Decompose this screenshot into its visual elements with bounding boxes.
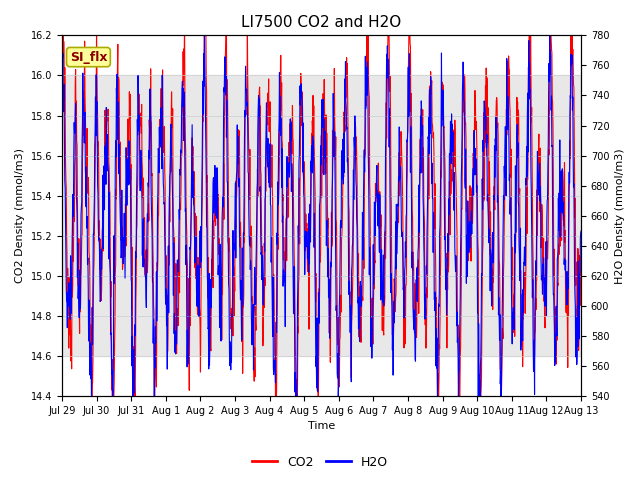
Text: SI_flx: SI_flx — [70, 50, 107, 63]
Y-axis label: H2O Density (mmol/m3): H2O Density (mmol/m3) — [615, 148, 625, 284]
Y-axis label: CO2 Density (mmol/m3): CO2 Density (mmol/m3) — [15, 148, 25, 283]
Legend: CO2, H2O: CO2, H2O — [247, 451, 393, 474]
Title: LI7500 CO2 and H2O: LI7500 CO2 and H2O — [241, 15, 402, 30]
Bar — [62, 75, 581, 356]
X-axis label: Time: Time — [308, 421, 335, 432]
